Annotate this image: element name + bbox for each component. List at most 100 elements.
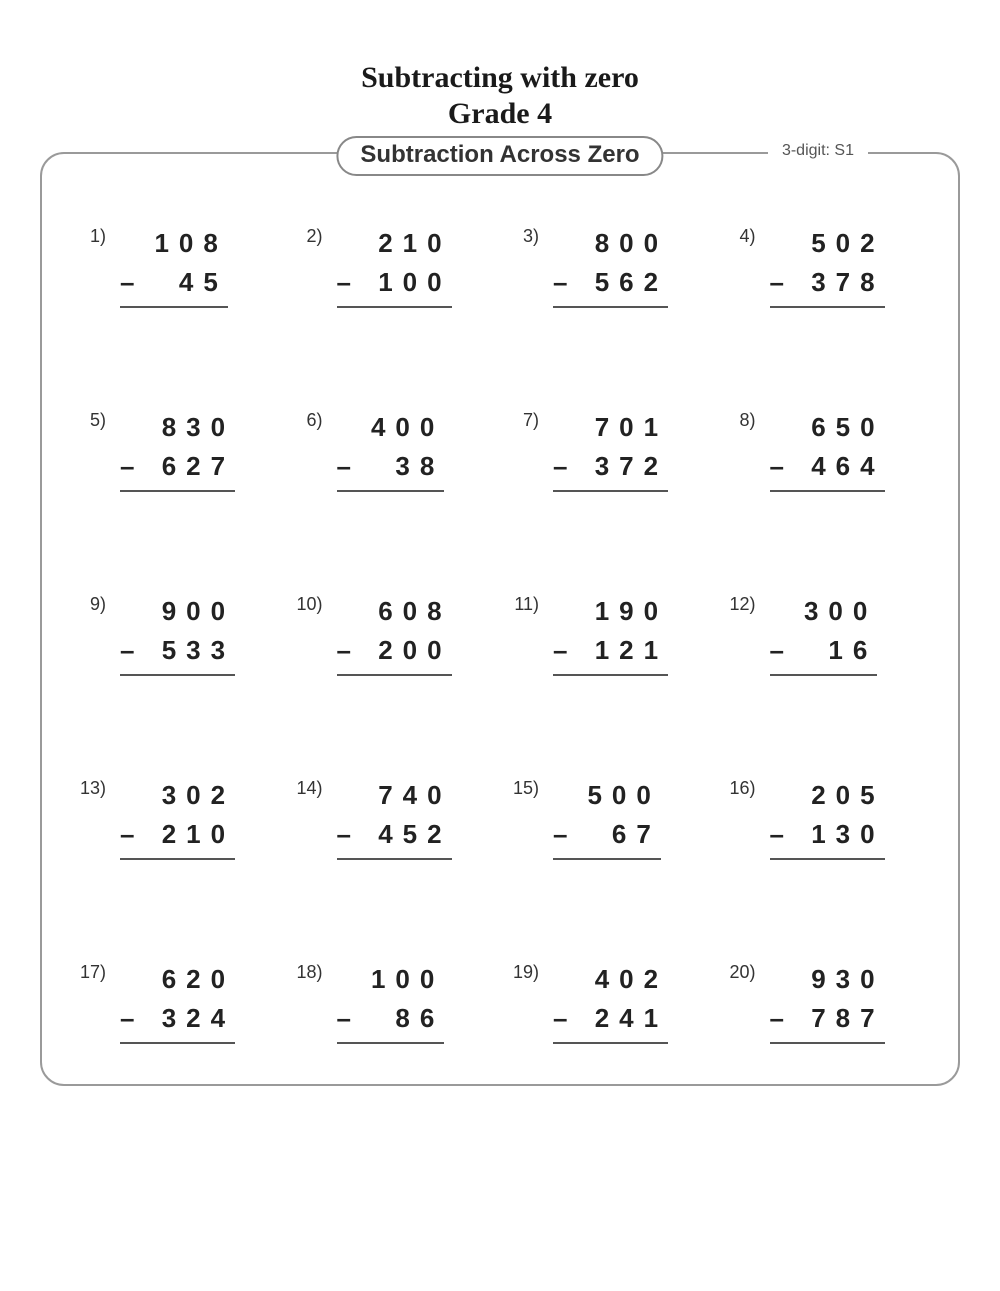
problem-stack: 900– 533 [120, 592, 235, 676]
problem-number: 13) [80, 776, 106, 799]
minus-sign: – [337, 631, 379, 670]
minus-sign: – [120, 999, 162, 1038]
subtrahend-row: – 16 [770, 631, 878, 676]
subtrahend-row: – 45 [120, 263, 228, 308]
problem-stack: 800– 562 [553, 224, 668, 308]
subtrahend-row: – 324 [120, 999, 235, 1044]
subtrahend-row: – 378 [770, 263, 885, 308]
minus-sign: – [553, 263, 595, 302]
problem-number: 7) [513, 408, 539, 431]
minuend: 302 [120, 776, 235, 815]
problem-number: 19) [513, 960, 539, 983]
problem-stack: 500– 67 [553, 776, 661, 860]
problem: 8)650– 464 [722, 408, 929, 492]
subtrahend: 627 [162, 447, 235, 486]
subtrahend: 100 [378, 263, 451, 302]
subtrahend: 533 [162, 631, 235, 670]
problem: 15)500– 67 [505, 776, 712, 860]
minuend: 830 [120, 408, 235, 447]
subtrahend: 210 [162, 815, 235, 854]
problem-number: 16) [730, 776, 756, 799]
subtrahend-row: – 130 [770, 815, 885, 860]
minus-sign: – [337, 447, 379, 486]
problem: 10) 608– 200 [289, 592, 496, 676]
minus-sign: – [770, 815, 812, 854]
minuend: 300 [770, 592, 878, 631]
subtrahend-row: – 121 [553, 631, 668, 676]
minus-sign: – [770, 631, 812, 670]
subtrahend-row: – 533 [120, 631, 235, 676]
problem: 13) 302– 210 [72, 776, 279, 860]
problem-number: 2) [297, 224, 323, 247]
problem: 2) 210– 100 [289, 224, 496, 308]
subtrahend: 45 [162, 263, 228, 302]
problem-stack: 701– 372 [553, 408, 668, 492]
problem: 6) 400– 38 [289, 408, 496, 492]
minus-sign: – [553, 999, 595, 1038]
subtrahend: 16 [811, 631, 877, 670]
problem: 20)930– 787 [722, 960, 929, 1044]
minuend: 502 [770, 224, 885, 263]
minuend: 400 [337, 408, 445, 447]
problem-number: 10) [297, 592, 323, 615]
subtrahend-row: – 241 [553, 999, 668, 1044]
subtrahend: 324 [162, 999, 235, 1038]
subtrahend-row: – 452 [337, 815, 452, 860]
problem-stack: 402– 241 [553, 960, 668, 1044]
minuend: 740 [337, 776, 452, 815]
minuend: 608 [337, 592, 452, 631]
problem-stack: 608– 200 [337, 592, 452, 676]
subtrahend: 121 [595, 631, 668, 670]
minuend: 900 [120, 592, 235, 631]
problem-stack: 650– 464 [770, 408, 885, 492]
problem: 18)100– 86 [289, 960, 496, 1044]
problem: 4) 502– 378 [722, 224, 929, 308]
problem-stack: 502– 378 [770, 224, 885, 308]
problem-number: 9) [80, 592, 106, 615]
minus-sign: – [337, 815, 379, 854]
minus-sign: – [770, 999, 812, 1038]
subtrahend: 464 [811, 447, 884, 486]
problem-stack: 830– 627 [120, 408, 235, 492]
minus-sign: – [770, 447, 812, 486]
problem-stack: 108– 45 [120, 224, 228, 308]
problem-stack: 190– 121 [553, 592, 668, 676]
subtrahend-row: – 372 [553, 447, 668, 492]
subtrahend-row: – 562 [553, 263, 668, 308]
problem: 16)205– 130 [722, 776, 929, 860]
subtrahend-row: – 627 [120, 447, 235, 492]
problem-stack: 210– 100 [337, 224, 452, 308]
problem-number: 5) [80, 408, 106, 431]
problem: 3) 800– 562 [505, 224, 712, 308]
minus-sign: – [120, 631, 162, 670]
minus-sign: – [770, 263, 812, 302]
problem-number: 17) [80, 960, 106, 983]
minus-sign: – [337, 999, 379, 1038]
minuend: 402 [553, 960, 668, 999]
title-line-2: Grade 4 [40, 96, 960, 132]
problem: 11) 190– 121 [505, 592, 712, 676]
subtrahend: 67 [595, 815, 661, 854]
subtrahend: 200 [378, 631, 451, 670]
problem-stack: 302– 210 [120, 776, 235, 860]
minus-sign: – [553, 447, 595, 486]
subtrahend: 562 [595, 263, 668, 302]
subtrahend: 787 [811, 999, 884, 1038]
subtrahend: 38 [378, 447, 444, 486]
problem-number: 4) [730, 224, 756, 247]
problem: 5) 830– 627 [72, 408, 279, 492]
minuend: 930 [770, 960, 885, 999]
problem-number: 3) [513, 224, 539, 247]
problem-number: 11) [513, 592, 539, 615]
minus-sign: – [553, 631, 595, 670]
corner-label: 3-digit: S1 [768, 142, 868, 160]
subtrahend-row: – 67 [553, 815, 661, 860]
subtrahend-row: – 200 [337, 631, 452, 676]
problem-number: 6) [297, 408, 323, 431]
problem-stack: 740– 452 [337, 776, 452, 860]
problem: 9) 900– 533 [72, 592, 279, 676]
subtrahend-row: – 787 [770, 999, 885, 1044]
title-line-1: Subtracting with zero [40, 60, 960, 96]
problem: 7) 701– 372 [505, 408, 712, 492]
minuend: 108 [120, 224, 228, 263]
